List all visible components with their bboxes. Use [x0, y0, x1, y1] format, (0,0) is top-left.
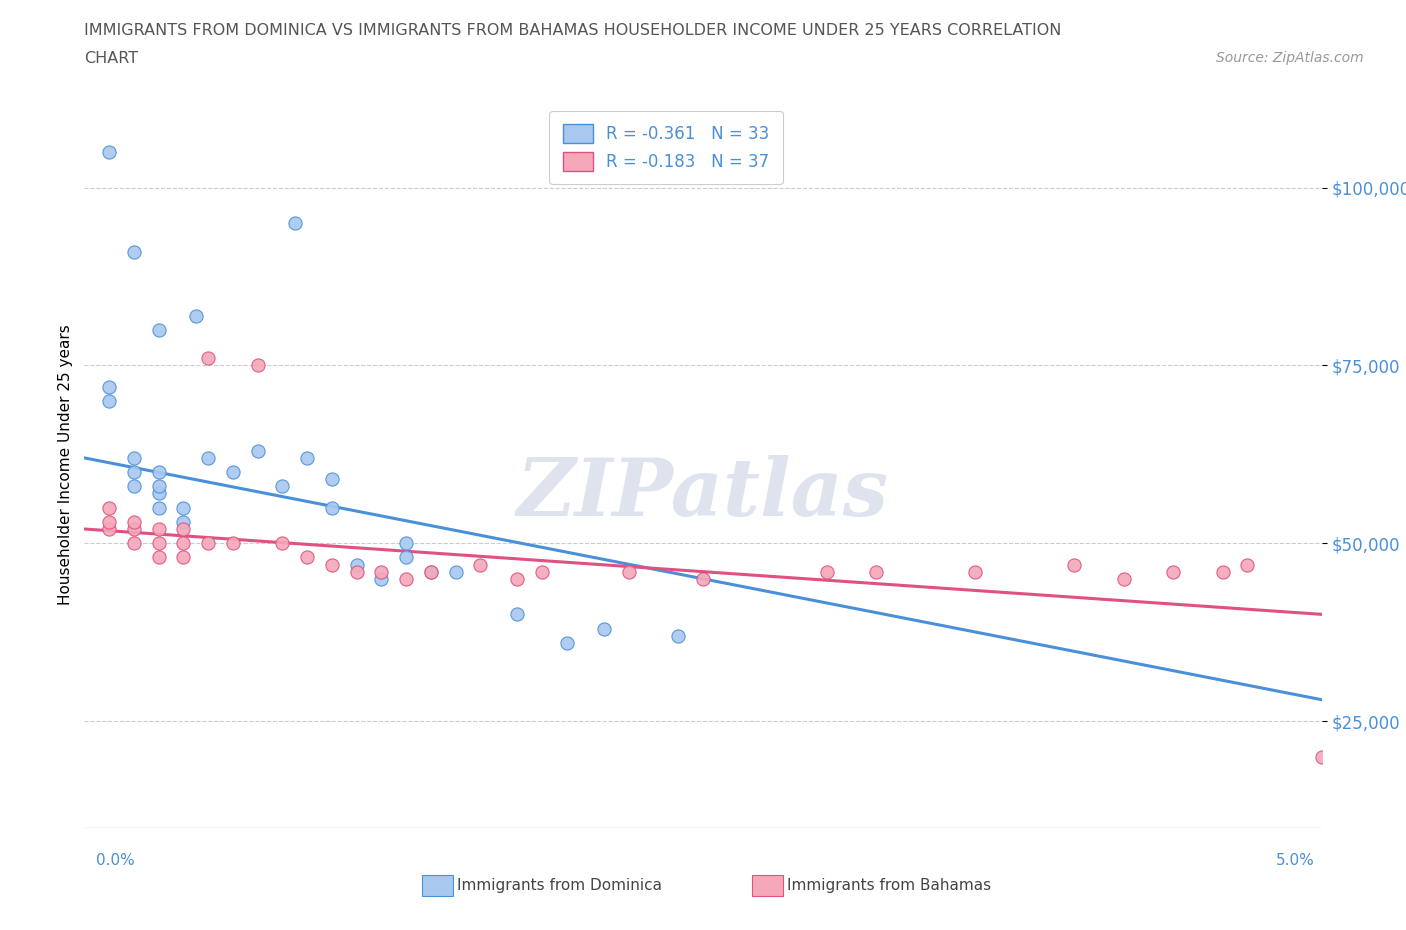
Point [295, 550, 318, 565]
Point [98, 514, 121, 529]
Point [172, 536, 194, 551]
Point [617, 565, 640, 579]
Point [222, 465, 245, 480]
Text: Immigrants from Bahamas: Immigrants from Bahamas [787, 878, 991, 893]
Y-axis label: Householder Income Under 25 years: Householder Income Under 25 years [58, 325, 73, 605]
Text: CHART: CHART [84, 51, 138, 66]
Point [346, 565, 368, 579]
Point [148, 486, 170, 501]
Point [148, 500, 170, 515]
Point [444, 565, 467, 579]
Point [98, 379, 121, 394]
Point [321, 472, 343, 486]
Point [122, 465, 145, 480]
Point [184, 308, 207, 323]
Point [1212, 565, 1234, 579]
Point [395, 550, 418, 565]
Point [148, 536, 170, 551]
Point [593, 621, 616, 636]
Text: Immigrants from Dominica: Immigrants from Dominica [457, 878, 662, 893]
Point [1236, 557, 1258, 572]
Point [865, 565, 887, 579]
Point [98, 393, 121, 408]
Point [172, 550, 194, 565]
Point [148, 479, 170, 494]
Text: 5.0%: 5.0% [1275, 853, 1315, 868]
Point [321, 500, 343, 515]
Legend: R = -0.361   N = 33, R = -0.183   N = 37: R = -0.361 N = 33, R = -0.183 N = 37 [550, 111, 783, 184]
Point [692, 571, 714, 586]
Point [148, 323, 170, 338]
Point [172, 500, 194, 515]
Point [1310, 750, 1333, 764]
Point [284, 216, 307, 231]
Point [419, 565, 441, 579]
Point [122, 522, 145, 537]
Point [197, 351, 219, 365]
Point [470, 557, 492, 572]
Point [98, 145, 121, 160]
Point [222, 536, 245, 551]
Point [246, 444, 269, 458]
Point [370, 565, 392, 579]
Point [531, 565, 554, 579]
Point [1112, 571, 1135, 586]
Point [122, 514, 145, 529]
Point [197, 536, 219, 551]
Point [295, 450, 318, 465]
Point [1161, 565, 1184, 579]
Text: ZIPatlas: ZIPatlas [517, 456, 889, 533]
Point [370, 571, 392, 586]
Point [1063, 557, 1085, 572]
Point [555, 635, 578, 650]
Point [172, 514, 194, 529]
Point [346, 557, 368, 572]
Text: 0.0%: 0.0% [96, 853, 135, 868]
Point [122, 479, 145, 494]
Point [506, 607, 529, 622]
Point [148, 465, 170, 480]
Point [122, 450, 145, 465]
Point [419, 565, 441, 579]
Point [172, 522, 194, 537]
Point [98, 522, 121, 537]
Point [148, 522, 170, 537]
Text: IMMIGRANTS FROM DOMINICA VS IMMIGRANTS FROM BAHAMAS HOUSEHOLDER INCOME UNDER 25 : IMMIGRANTS FROM DOMINICA VS IMMIGRANTS F… [84, 23, 1062, 38]
Point [122, 245, 145, 259]
Point [122, 536, 145, 551]
Point [815, 565, 838, 579]
Point [395, 536, 418, 551]
Point [197, 450, 219, 465]
Point [395, 571, 418, 586]
Point [98, 500, 121, 515]
Point [321, 557, 343, 572]
Text: Source: ZipAtlas.com: Source: ZipAtlas.com [1216, 51, 1364, 65]
Point [666, 629, 689, 644]
Point [271, 536, 294, 551]
Point [965, 565, 987, 579]
Point [246, 358, 269, 373]
Point [506, 571, 529, 586]
Point [148, 550, 170, 565]
Point [271, 479, 294, 494]
